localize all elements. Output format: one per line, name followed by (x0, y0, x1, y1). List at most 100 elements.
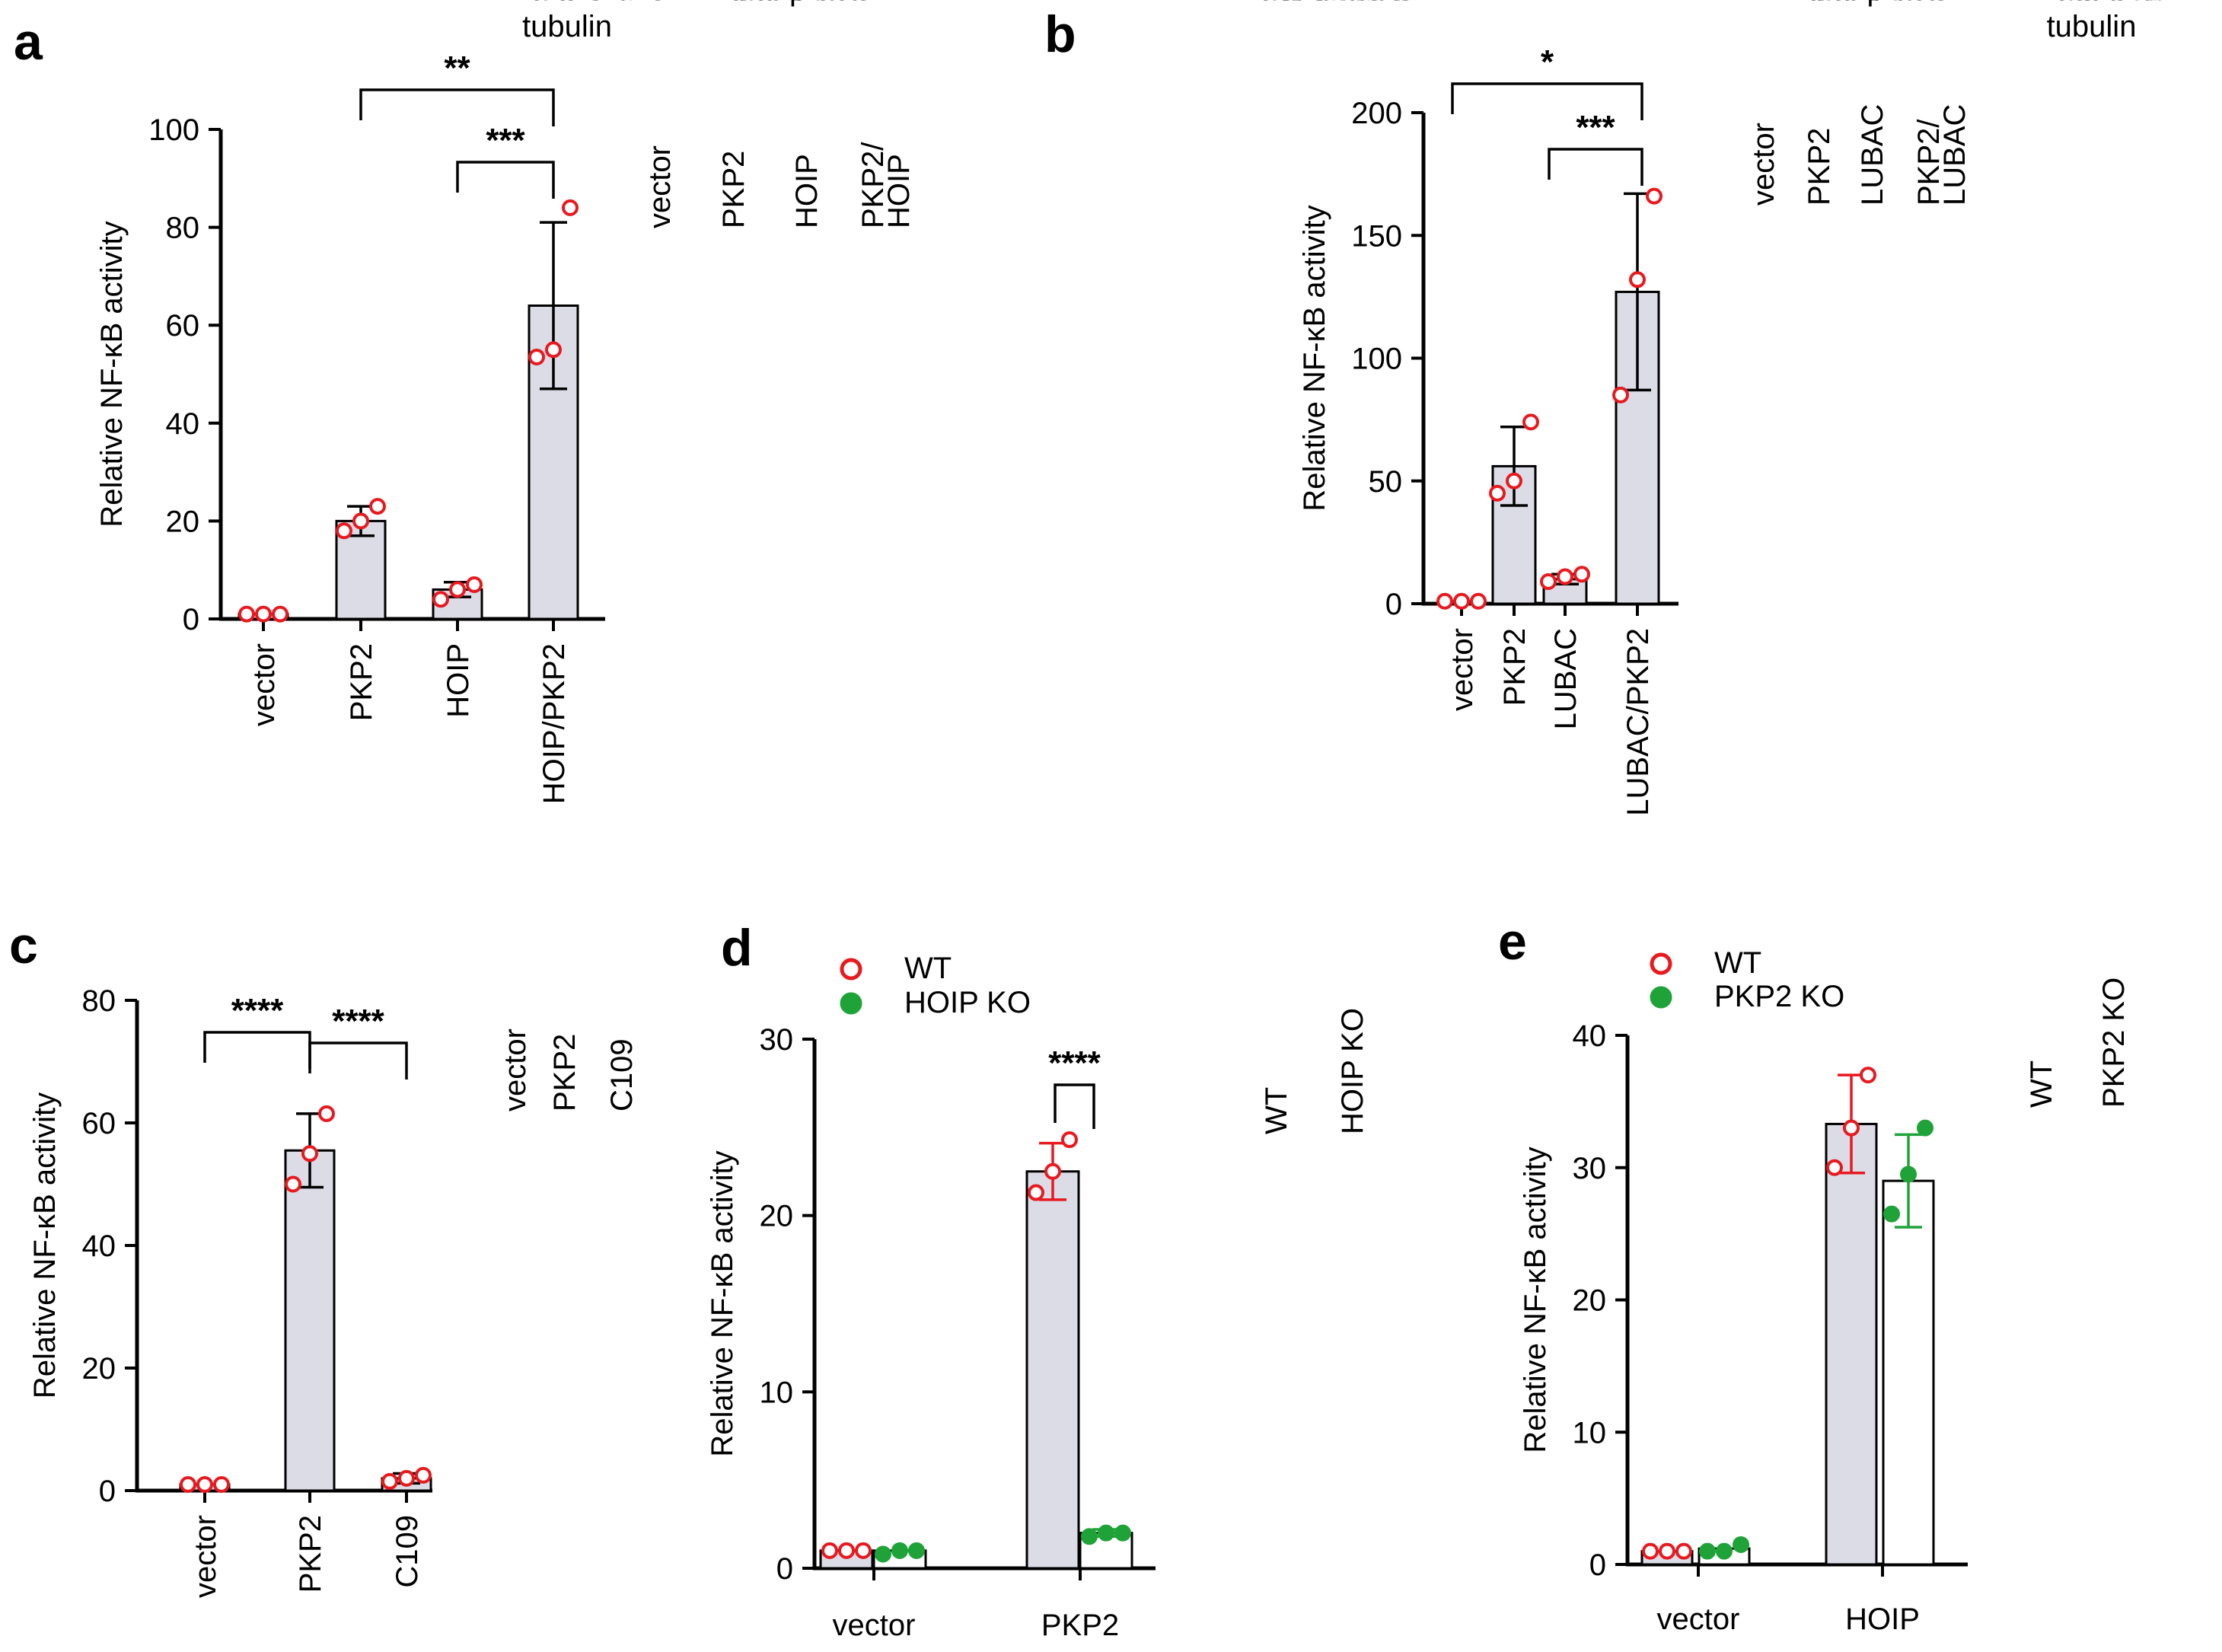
lane-label: C109 (605, 1038, 639, 1111)
blot-row: WB: anti-FLAG (1213, 0, 1417, 7)
data-point (1826, 1159, 1843, 1176)
data-point (1860, 1067, 1876, 1084)
data-point (1061, 1131, 1078, 1149)
significance-bracket: * (1451, 43, 1643, 120)
x-category-label: PKP2 (294, 1515, 327, 1593)
legend-label: HOIP KO (904, 986, 1031, 1019)
y-tick-label: 50 (1369, 465, 1403, 499)
data-point (285, 1175, 301, 1193)
blot-row: WB: anti-FLAG (465, 0, 670, 7)
x-category-label: vector (833, 1609, 916, 1642)
significance-bracket: ** (359, 49, 555, 126)
lane-label: PKP2/HOIP (856, 142, 916, 228)
data-point (1900, 1166, 1917, 1183)
blot-row: WB: anti-β-actin (1742, 0, 1959, 7)
y-tick-label: 80 (82, 984, 116, 1018)
y-tick-label: 40 (1573, 1019, 1607, 1053)
blot-row: WB: anti-α-tubulin (2015, 0, 2168, 43)
western-blot: WT HOIP KO WB: anti-HOIPWB: anti-FLAGWB: a… (1194, 0, 1436, 1134)
data-point (301, 1145, 318, 1162)
blot-caption: WB: anti-β-actin (1742, 0, 1959, 7)
blot-caption: WB: anti-FLAG (1748, 0, 1953, 7)
significance-label: *** (1576, 109, 1615, 146)
data-point (1114, 1524, 1131, 1542)
blot-caption: WB: anti-HA (689, 0, 856, 7)
panel-e: e 0 10 20 30 40 Relative NF-κB activity vector H… (1498, 0, 2193, 1636)
y-tick-label: 100 (148, 113, 199, 147)
y-axis-label: Relative NF-κB activity (1298, 205, 1331, 511)
bracket-line (1548, 148, 1643, 186)
data-point (1044, 1162, 1061, 1180)
bar-PKP2-WT (1025, 1170, 1080, 1570)
western-blot: vector PKP2 LUBAC PKP2/LUBAC WB: anti-FLAGWB… (1742, 0, 1972, 206)
y-tick-label: 10 (1573, 1416, 1607, 1449)
data-point (466, 576, 483, 593)
data-point (196, 1475, 213, 1493)
bar-HOIP-WT (1825, 1122, 1878, 1566)
blot-row: WB: anti-HOIP (1215, 0, 1414, 7)
data-point (1843, 1119, 1860, 1137)
data-point (1028, 1184, 1044, 1201)
y-tick-label: 10 (760, 1376, 794, 1409)
legend-marker (840, 992, 862, 1015)
data-point (336, 522, 352, 540)
y-tick-label: 0 (776, 1552, 793, 1586)
data-point (255, 605, 272, 623)
y-tick-label: 30 (760, 1023, 794, 1057)
data-point (1716, 1542, 1733, 1560)
x-category-label: HOIP (1845, 1603, 1920, 1636)
blot-row: WB: anti-β-actin (664, 0, 881, 7)
x-category-label: vector (1446, 628, 1479, 711)
data-point (821, 1542, 838, 1559)
y-tick-label: 40 (166, 407, 200, 441)
data-point (908, 1542, 925, 1559)
x-category-label: LUBAC/PKP2 (1621, 628, 1655, 816)
significance-bracket: *** (456, 122, 555, 199)
panel-letter: b (1044, 5, 1076, 63)
data-point (180, 1475, 196, 1493)
data-point (1470, 592, 1487, 610)
data-point (891, 1542, 908, 1559)
x-category-label: PKP2 (1498, 628, 1532, 706)
lane-label: HOIP KO (1336, 1008, 1369, 1134)
data-point (1081, 1528, 1098, 1545)
y-axis-label: Relative NF-κB activity (706, 1150, 739, 1456)
data-point (1883, 1205, 1900, 1223)
y-tick-label: 20 (760, 1200, 794, 1233)
blot-caption: WB: anti-β-actin (664, 0, 881, 7)
data-point (1522, 413, 1539, 431)
bracket-line (1451, 82, 1643, 120)
y-tick-label: 60 (82, 1107, 116, 1140)
data-point (318, 1105, 335, 1122)
y-tick-label: 60 (166, 309, 200, 343)
y-axis-label: Relative NF-κB activity (28, 1092, 62, 1398)
lane-label: WT (1260, 1087, 1293, 1134)
legend-marker (1650, 952, 1672, 975)
y-tick-label: 20 (82, 1352, 116, 1386)
data-point (1642, 1542, 1659, 1560)
data-point (1612, 386, 1629, 403)
lane-label: PKP2 (1803, 128, 1836, 206)
significance-bracket: **** (203, 992, 311, 1069)
data-point (1675, 1542, 1692, 1560)
y-tick-label: 0 (99, 1475, 116, 1508)
lane-label: HOIP (790, 154, 824, 228)
y-tick-label: 150 (1351, 219, 1402, 253)
significance-label: **** (1048, 1044, 1101, 1082)
x-category-label: vector (189, 1515, 222, 1598)
bracket-line (203, 1031, 311, 1069)
significance-label: * (1541, 43, 1554, 81)
blot-caption: WB: anti-HOIP (1215, 0, 1414, 7)
panel-letter: a (14, 13, 43, 71)
lane-label: WT (2025, 1060, 2058, 1108)
data-point (1506, 472, 1522, 490)
panel-d: d 0 10 20 30 Relative NF-κB activity vector PKP… (706, 0, 1436, 1642)
data-point (545, 341, 562, 359)
significance-label: ** (444, 49, 470, 87)
y-tick-label: 40 (82, 1229, 116, 1263)
data-point (1733, 1536, 1749, 1553)
blot-caption: WB: anti-α-tubulin (491, 0, 644, 43)
blot-caption: WB: anti-HA (2007, 0, 2175, 7)
y-tick-label: 20 (1573, 1284, 1607, 1318)
